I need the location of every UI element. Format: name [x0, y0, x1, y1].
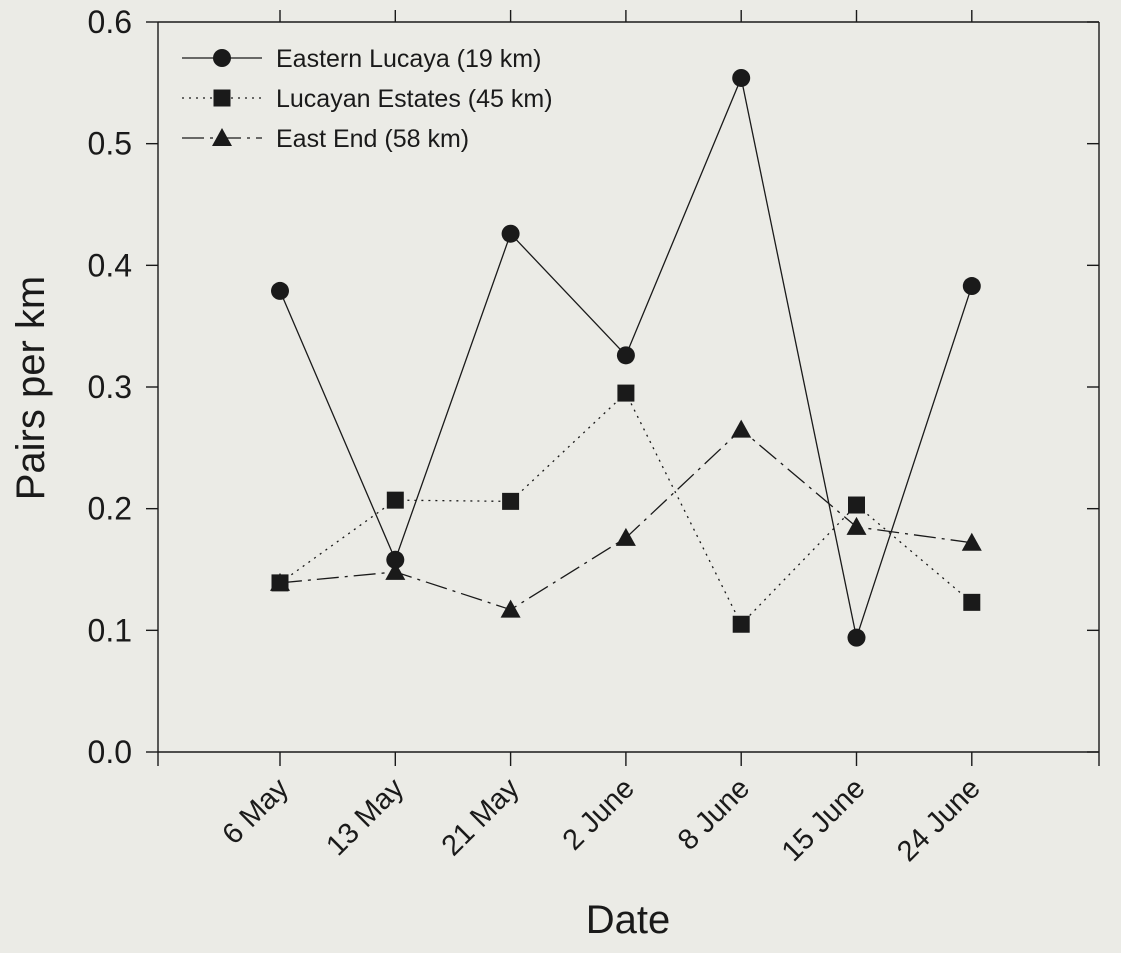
legend-marker: [212, 128, 232, 146]
data-point: [386, 550, 405, 569]
data-point: [732, 615, 750, 633]
data-point: [846, 516, 867, 535]
data-point: [502, 492, 520, 510]
data-point: [615, 527, 636, 546]
legend-marker: [213, 89, 231, 107]
y-tick-label: 0.0: [88, 734, 132, 770]
data-point: [385, 561, 406, 580]
data-point: [731, 419, 752, 438]
data-point: [732, 68, 751, 87]
legend: Eastern Lucaya (19 km) Lucayan Estates (4…: [182, 45, 553, 153]
data-point: [271, 281, 289, 300]
data-point: [617, 384, 635, 402]
data-point: [848, 496, 865, 514]
series-1: [271, 68, 981, 647]
series-3: [270, 419, 982, 618]
legend-marker: [213, 49, 231, 67]
legend-label: Eastern Lucaya (19 km): [276, 45, 541, 73]
y-tick-label: 0.5: [88, 126, 132, 162]
data-point: [963, 593, 981, 611]
y-tick-label: 0.1: [88, 612, 132, 648]
data-point: [501, 224, 520, 243]
data-point: [500, 599, 521, 618]
data-point: [270, 572, 290, 591]
legend-label: East End (58 km): [276, 125, 469, 153]
y-tick-label: 0.2: [88, 491, 132, 527]
data-point: [847, 628, 866, 647]
data-point: [962, 277, 981, 296]
series-layer: [270, 68, 982, 647]
legend-label: Lucayan Estates (45 km): [276, 85, 553, 113]
y-tick-label: 0.3: [88, 369, 132, 405]
y-axis-title: Pairs per km: [9, 276, 53, 501]
data-point: [386, 491, 404, 509]
data-point: [961, 532, 982, 551]
x-axis-title: Date: [586, 898, 671, 942]
y-tick-label: 0.6: [88, 4, 132, 40]
data-point: [616, 346, 635, 365]
y-tick-label: 0.4: [88, 247, 132, 283]
y-axis: 0.0 0.1 0.2 0.3 0.4 0.5 0.6: [88, 4, 1099, 770]
